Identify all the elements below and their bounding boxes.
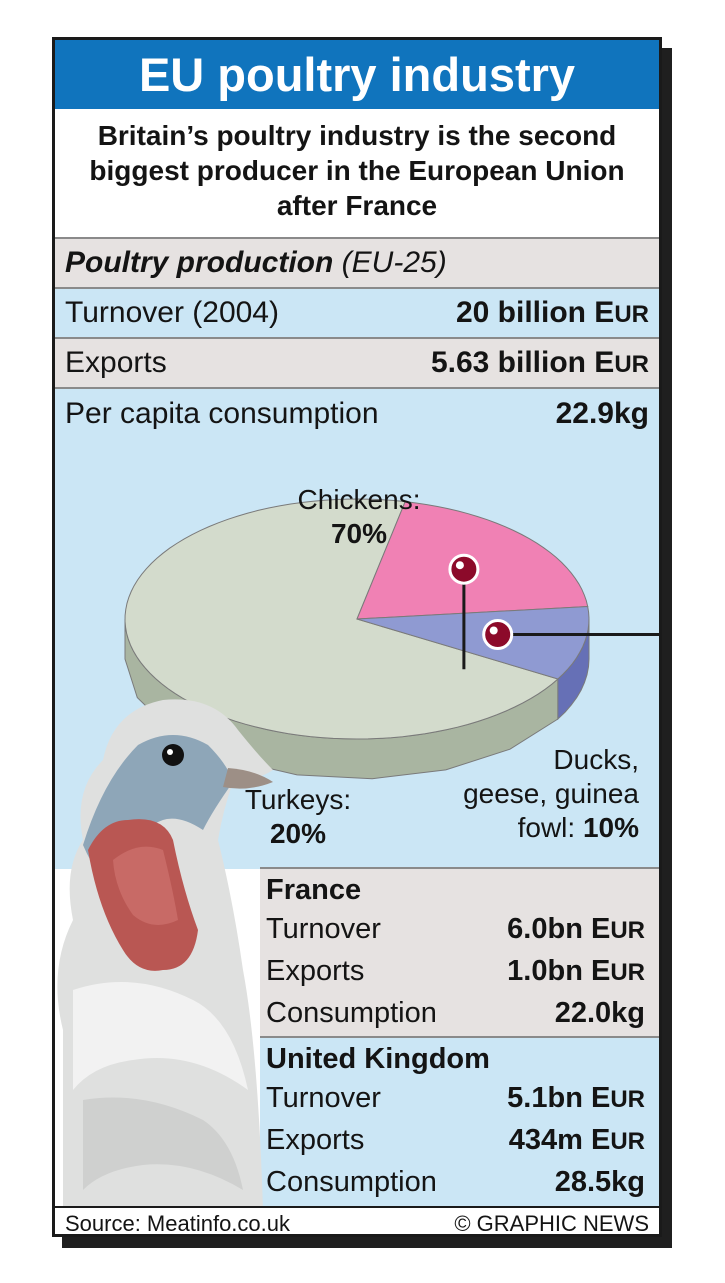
- country-stat-row: Exports 434m EUR: [266, 1120, 645, 1162]
- pie-slice-ducks: [356, 605, 590, 680]
- exports-unit: UR: [614, 351, 649, 378]
- per-capita-label: Per capita consumption: [65, 397, 379, 430]
- stat-value: 28.5kg: [554, 1166, 645, 1198]
- stat-label: Consumption: [266, 997, 437, 1029]
- turnover-label: Turnover (2004): [65, 296, 279, 329]
- country-name: United Kingdom: [266, 1043, 490, 1075]
- section-region: (EU-25): [341, 246, 447, 279]
- country-france: France Turnover 6.0bn EUR Exports 1.0bn EU…: [260, 867, 659, 1036]
- source-text: Source: Meatinfo.co.uk: [65, 1211, 291, 1236]
- pie-markers: [448, 553, 659, 670]
- country-name: France: [266, 874, 362, 906]
- country-stat-row: Exports 1.0bn EUR: [266, 951, 645, 993]
- country-united-kingdom: United Kingdom Turnover 5.1bn EUR Exports…: [260, 1036, 659, 1206]
- per-capita-value: 22.9kg: [555, 397, 649, 430]
- label-turkeys: Turkeys: 20%: [233, 783, 363, 851]
- label-ducks-pct: 10%: [582, 812, 639, 843]
- country-stat-row: Consumption 28.5kg: [266, 1162, 645, 1204]
- pie-marker-highlight-turkeys: [455, 561, 464, 570]
- label-ducks: Ducks, geese, guinea fowl: 10%: [379, 743, 639, 845]
- credit-text: © GRAPHIC NEWS: [454, 1211, 649, 1236]
- label-chickens-pct: 70%: [330, 518, 388, 549]
- label-ducks-line2: geese, guinea: [463, 778, 639, 809]
- section-heading: Poultry production: [65, 246, 334, 279]
- turnover-unit: UR: [614, 301, 649, 328]
- stat-unit: UR: [610, 959, 645, 986]
- stat-label: Consumption: [266, 1166, 437, 1198]
- turkey-illustration: [57, 699, 273, 1210]
- stat-value: 6.0bn E: [507, 913, 611, 945]
- stat-label: Exports: [266, 1124, 365, 1156]
- stat-value: 22.0kg: [554, 997, 645, 1029]
- country-stat-row: Turnover 6.0bn EUR: [266, 909, 645, 951]
- pie-slice-chickens: [124, 498, 559, 740]
- stat-label: Turnover: [266, 1082, 381, 1114]
- stat-unit: UR: [610, 917, 645, 944]
- stat-value: 434m E: [508, 1124, 611, 1156]
- page-title: EU poultry industry: [55, 40, 659, 109]
- section-heading-row: Poultry production (EU-25): [55, 237, 659, 287]
- source-bar: Source: Meatinfo.co.uk © GRAPHIC NEWS: [55, 1206, 659, 1236]
- stat-unit: UR: [610, 1128, 645, 1155]
- exports-label: Exports: [65, 346, 167, 379]
- turnover-value: 20 billion E: [455, 296, 615, 329]
- per-capita-row: Per capita consumption 22.9kg: [65, 397, 649, 431]
- pie-marker-highlight-ducks: [489, 626, 498, 635]
- country-stat-row: Turnover 5.1bn EUR: [266, 1078, 645, 1120]
- infographic-frame: EU poultry industry Britain’s poultry in…: [52, 37, 662, 1237]
- label-turkeys-pct: 20%: [269, 818, 327, 849]
- label-ducks-line1: Ducks,: [553, 744, 639, 775]
- exports-row: Exports 5.63 billion EUR: [55, 337, 659, 387]
- stat-value: 5.1bn E: [507, 1082, 611, 1114]
- subtitle: Britain’s poultry industry is the second…: [89, 120, 625, 221]
- label-chickens: Chickens: 70%: [279, 483, 439, 551]
- pie-leader-line-ducks: [497, 633, 659, 636]
- label-chickens-name: Chickens:: [297, 484, 421, 515]
- label-turkeys-name: Turkeys:: [244, 784, 352, 815]
- turnover-row: Turnover (2004) 20 billion EUR: [55, 287, 659, 337]
- stat-unit: UR: [610, 1086, 645, 1113]
- exports-value: 5.63 billion E: [430, 346, 615, 379]
- stat-label: Exports: [266, 955, 365, 987]
- country-stat-row: Consumption 22.0kg: [266, 993, 645, 1035]
- stat-label: Turnover: [266, 913, 381, 945]
- pie-marker-turkeys: [448, 553, 480, 585]
- label-ducks-line3: fowl:: [517, 812, 576, 843]
- pie-marker-ducks: [482, 619, 514, 650]
- stat-value: 1.0bn E: [507, 955, 611, 987]
